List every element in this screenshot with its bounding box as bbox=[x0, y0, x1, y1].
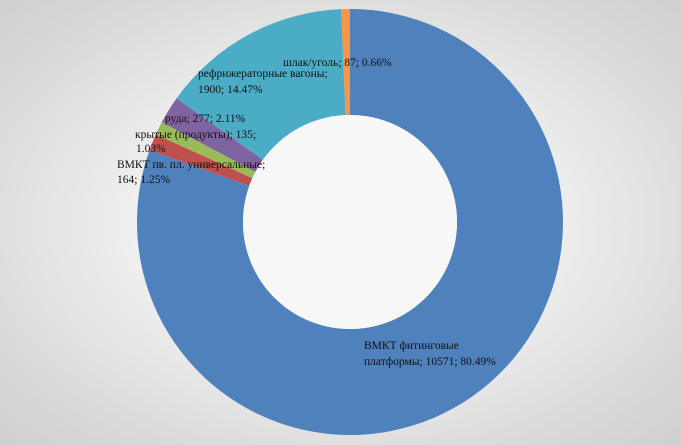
donut-slice-0 bbox=[137, 9, 564, 435]
donut-slice-1 bbox=[149, 134, 253, 186]
donut-slice-3 bbox=[161, 98, 263, 172]
donut-slice-4 bbox=[176, 9, 346, 160]
data-label-3: руда; 277; 2.11% bbox=[165, 111, 245, 127]
donut-slice-2 bbox=[155, 122, 256, 179]
data-label-4-line1: рефрижераторные вагоны; bbox=[198, 68, 328, 80]
data-label-2: крытые (продукты); 135; 1.03% bbox=[135, 128, 256, 156]
data-label-4: рефрижераторные вагоны; 1900; 14.47% bbox=[198, 66, 328, 98]
data-label-2-line2: 1.03% bbox=[136, 143, 166, 155]
data-label-0-line1: ВМКТ фитинговые bbox=[364, 340, 459, 352]
data-label-1-line1: ВМКТ пв. пл. универсальные; bbox=[117, 159, 266, 171]
data-label-5-line1: шлак/уголь; 87; 0.66% bbox=[283, 57, 392, 69]
data-label-0: ВМКТ фитинговые платформы; 10571; 80.49% bbox=[364, 338, 496, 370]
data-label-4-line2: 1900; 14.47% bbox=[198, 84, 263, 96]
donut-hole bbox=[243, 115, 457, 329]
data-label-5: шлак/уголь; 87; 0.66% bbox=[283, 55, 392, 71]
data-label-1-line2: 164; 1.25% bbox=[117, 174, 171, 186]
data-label-2-line1: крытые (продукты); 135; bbox=[135, 129, 257, 141]
data-label-1: ВМКТ пв. пл. универсальные; 164; 1.25% bbox=[117, 158, 265, 188]
data-label-0-line2: платформы; 10571; 80.49% bbox=[364, 356, 496, 368]
data-label-3-line1: руда; 277; 2.11% bbox=[165, 113, 246, 125]
donut-slice-5 bbox=[341, 9, 350, 116]
